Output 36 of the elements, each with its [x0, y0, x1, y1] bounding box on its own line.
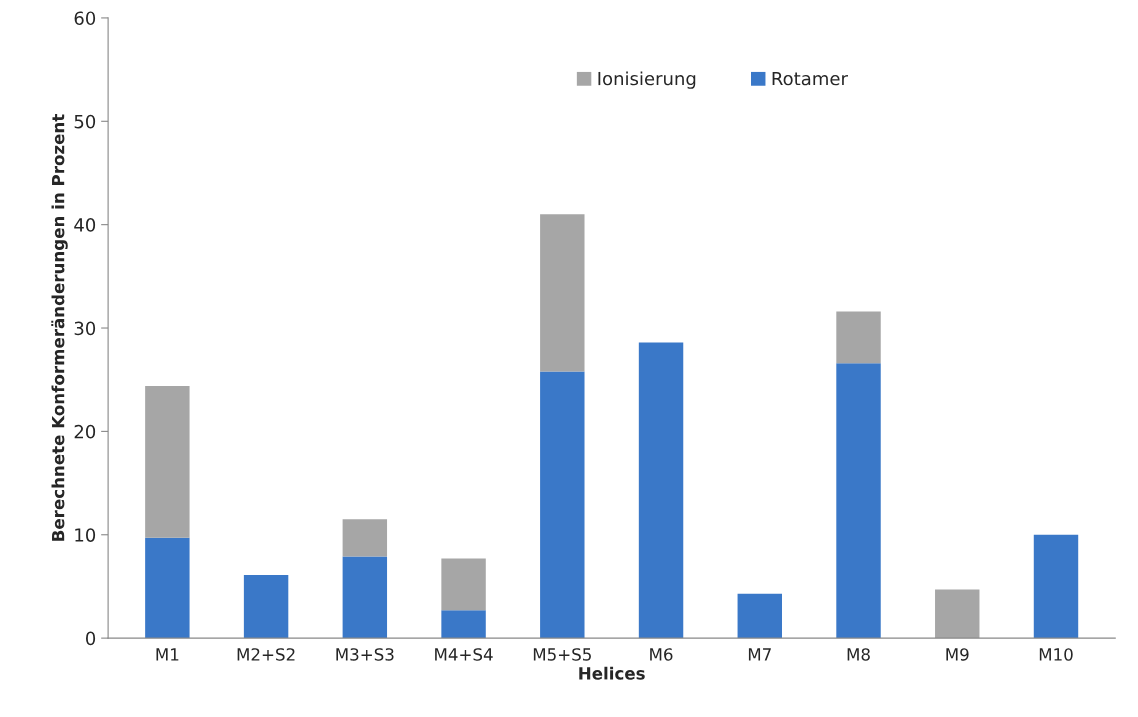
legend-label: Ionisierung	[598, 71, 696, 89]
x-tick-label: M4+S4	[435, 648, 493, 661]
y-tick-label: 60	[74, 11, 96, 26]
bar	[441, 558, 486, 611]
x-tick-label: M2+S2	[237, 648, 295, 661]
y-tick-label: 40	[74, 218, 96, 232]
legend-label: Rotamer	[772, 71, 848, 86]
bar	[540, 214, 585, 372]
x-tick-label: M5+S5	[533, 648, 591, 661]
y-axis-title: Berechnete Konformeränderungen in Prozent	[51, 114, 68, 541]
bar	[737, 593, 782, 639]
bar	[342, 519, 388, 557]
x-tick-label: M6	[650, 648, 673, 661]
bar	[243, 575, 289, 639]
x-tick-label: M9	[946, 648, 969, 661]
bar	[145, 385, 190, 538]
bar	[145, 537, 190, 639]
x-tick-label: M7	[748, 648, 771, 661]
y-tick-label: 0	[86, 631, 96, 646]
bar	[638, 342, 684, 639]
bar	[540, 371, 585, 639]
y-tick-label: 10	[75, 528, 96, 542]
bar	[836, 363, 881, 639]
x-axis-title: Helices	[579, 666, 645, 680]
x-tick-label: M8	[847, 648, 870, 661]
y-tick-label: 20	[74, 424, 96, 439]
bar	[1033, 534, 1079, 639]
y-tick-label: 50	[74, 114, 96, 129]
bar	[935, 589, 980, 639]
y-tick-label: 30	[74, 321, 96, 336]
x-tick-label: M1	[156, 648, 179, 661]
bar	[836, 311, 881, 364]
x-tick-label: M3+S3	[336, 648, 394, 661]
x-tick-label: M10	[1039, 648, 1073, 661]
bar	[441, 610, 486, 639]
bar	[342, 556, 388, 639]
